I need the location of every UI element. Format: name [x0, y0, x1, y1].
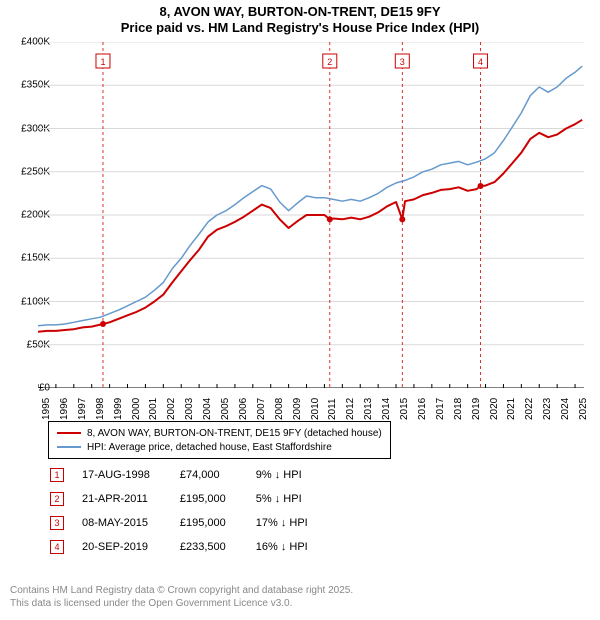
legend-label: HPI: Average price, detached house, East… — [87, 442, 332, 453]
event-row: 3 08-MAY-2015£195,00017% ↓ HPI — [50, 512, 336, 534]
x-tick-label: 2024 — [560, 398, 571, 420]
event-row: 4 20-SEP-2019£233,50016% ↓ HPI — [50, 536, 336, 558]
x-tick-label: 1996 — [59, 398, 70, 420]
x-tick-label: 2018 — [453, 398, 464, 420]
event-price: £195,000 — [180, 488, 254, 510]
x-tick-label: 2005 — [220, 398, 231, 420]
x-tick-label: 2002 — [166, 398, 177, 420]
event-marker-box: 1 — [50, 468, 64, 482]
footer-line-1: Contains HM Land Registry data © Crown c… — [10, 584, 353, 597]
event-marker-box: 4 — [50, 540, 64, 554]
legend-label: 8, AVON WAY, BURTON-ON-TRENT, DE15 9FY (… — [87, 428, 382, 439]
event-date: 21-APR-2011 — [82, 488, 178, 510]
x-tick-label: 2016 — [417, 398, 428, 420]
event-date: 17-AUG-1998 — [82, 464, 178, 486]
legend-swatch — [57, 432, 81, 434]
legend-item: 8, AVON WAY, BURTON-ON-TRENT, DE15 9FY (… — [57, 426, 382, 440]
svg-text:4: 4 — [478, 57, 483, 67]
x-tick-label: 2001 — [148, 398, 159, 420]
legend-swatch — [57, 446, 81, 448]
event-pct: 16% ↓ HPI — [256, 536, 336, 558]
x-tick-label: 2007 — [256, 398, 267, 420]
event-price: £195,000 — [180, 512, 254, 534]
event-pct: 17% ↓ HPI — [256, 512, 336, 534]
x-tick-label: 2025 — [578, 398, 589, 420]
x-tick-label: 2004 — [202, 398, 213, 420]
legend-item: HPI: Average price, detached house, East… — [57, 440, 382, 454]
events-table: 117-AUG-1998£74,0009% ↓ HPI221-APR-2011£… — [48, 462, 338, 560]
event-row: 1 17-AUG-1998£74,0009% ↓ HPI — [50, 464, 336, 486]
x-tick-label: 2023 — [542, 398, 553, 420]
title-main: 8, AVON WAY, BURTON-ON-TRENT, DE15 9FY — [0, 4, 600, 19]
x-tick-label: 2012 — [345, 398, 356, 420]
x-tick-label: 2015 — [399, 398, 410, 420]
x-tick-label: 2022 — [524, 398, 535, 420]
event-pct: 5% ↓ HPI — [256, 488, 336, 510]
event-pct: 9% ↓ HPI — [256, 464, 336, 486]
x-tick-label: 2014 — [381, 398, 392, 420]
chart-plot-area: 1 2 3 4 — [38, 42, 584, 388]
x-tick-label: 1995 — [41, 398, 52, 420]
chart-svg: 1 2 3 4 — [38, 42, 584, 388]
event-marker-box: 2 — [50, 492, 64, 506]
x-tick-label: 2006 — [238, 398, 249, 420]
x-tick-label: 2010 — [310, 398, 321, 420]
svg-text:1: 1 — [100, 57, 105, 67]
svg-text:3: 3 — [400, 57, 405, 67]
event-row: 2 21-APR-2011£195,0005% ↓ HPI — [50, 488, 336, 510]
x-tick-label: 2017 — [435, 398, 446, 420]
x-tick-label: 2019 — [471, 398, 482, 420]
legend-box: 8, AVON WAY, BURTON-ON-TRENT, DE15 9FY (… — [48, 421, 391, 459]
footer-line-2: This data is licensed under the Open Gov… — [10, 597, 353, 610]
x-tick-label: 2013 — [363, 398, 374, 420]
footer-attribution: Contains HM Land Registry data © Crown c… — [10, 584, 353, 610]
event-date: 20-SEP-2019 — [82, 536, 178, 558]
x-tick-label: 2020 — [489, 398, 500, 420]
event-price: £233,500 — [180, 536, 254, 558]
x-tick-label: 2003 — [184, 398, 195, 420]
x-tick-label: 2000 — [131, 398, 142, 420]
x-tick-label: 2009 — [292, 398, 303, 420]
event-date: 08-MAY-2015 — [82, 512, 178, 534]
x-tick-label: 1998 — [95, 398, 106, 420]
x-tick-label: 2008 — [274, 398, 285, 420]
event-marker-box: 3 — [50, 516, 64, 530]
event-price: £74,000 — [180, 464, 254, 486]
title-block: 8, AVON WAY, BURTON-ON-TRENT, DE15 9FY P… — [0, 0, 600, 35]
x-tick-label: 1999 — [113, 398, 124, 420]
chart-container: { "title": { "main": "8, AVON WAY, BURTO… — [0, 0, 600, 620]
x-tick-label: 2011 — [327, 398, 338, 420]
svg-text:2: 2 — [327, 57, 332, 67]
x-tick-label: 2021 — [506, 398, 517, 420]
x-tick-label: 1997 — [77, 398, 88, 420]
title-sub: Price paid vs. HM Land Registry's House … — [0, 20, 600, 35]
